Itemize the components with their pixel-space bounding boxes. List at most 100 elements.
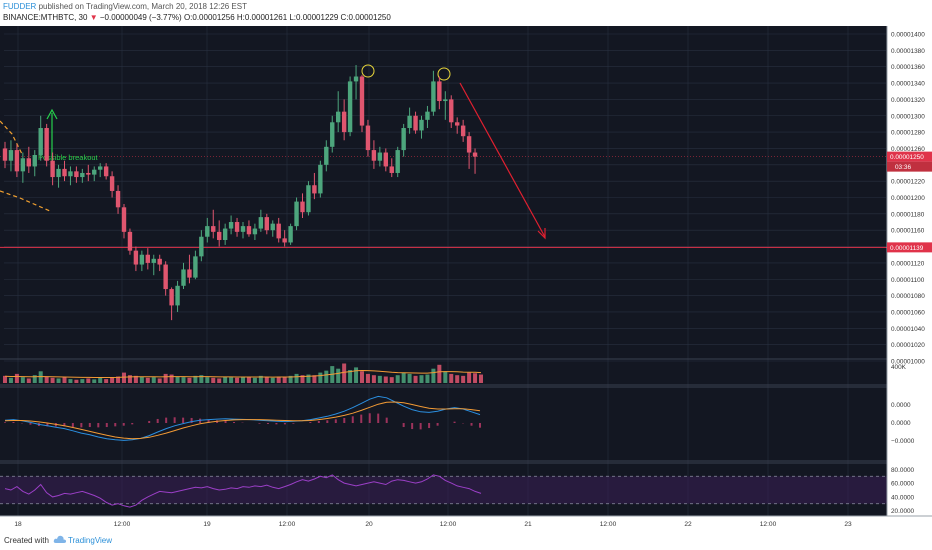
candle	[86, 172, 91, 175]
time-tick: 12:00	[114, 521, 131, 528]
volume-bar	[80, 379, 85, 383]
annotations: Possible breakout	[0, 64, 887, 248]
candle	[211, 226, 216, 232]
volume-bar	[32, 375, 37, 383]
created-with-text: Created with	[4, 536, 49, 545]
candle	[26, 158, 31, 167]
price-tick: 0.00001060	[891, 309, 925, 316]
volume-ma-line	[4, 369, 482, 378]
time-tick: 12:00	[600, 521, 617, 528]
volume-bar	[169, 374, 174, 383]
price-change: −0.00000049 (−3.77%)	[99, 13, 182, 22]
candle	[371, 150, 377, 161]
volume-axis-label: 400K	[891, 364, 907, 371]
volume-bar	[205, 377, 210, 383]
candle	[199, 236, 204, 257]
time-axis[interactable]: 18 12:00 19 12:00 20 12:00 21 12:00 22 12:00 23	[0, 515, 932, 531]
volume-bar	[336, 368, 341, 383]
volume-bar	[193, 375, 198, 383]
candle	[460, 125, 466, 137]
price-tick: 0.00001340	[891, 81, 925, 88]
volume-bar	[116, 376, 121, 383]
price-tick: 0.00001220	[891, 179, 925, 186]
volume-bar	[127, 375, 132, 383]
candle	[347, 81, 353, 133]
rsi-line	[4, 474, 482, 508]
volume-bar	[258, 375, 263, 383]
volume-bar	[383, 376, 388, 383]
candle	[246, 226, 252, 235]
volume-bar	[360, 371, 364, 383]
volume-bar	[187, 377, 192, 383]
volume-bar	[473, 373, 478, 383]
price-tick: 0.00001360	[891, 64, 925, 71]
candle	[425, 111, 430, 120]
volume-bar	[62, 377, 67, 383]
volume-bar	[413, 375, 418, 383]
time-tick: 12:00	[279, 521, 296, 528]
candle	[377, 152, 383, 161]
volume-bar	[425, 374, 430, 383]
axis-background	[887, 26, 932, 531]
volume-bar	[104, 379, 109, 383]
support-price-label: 0.00001139	[890, 245, 924, 252]
macd-tick: −0.0000	[891, 438, 915, 445]
price-tick: 0.00001100	[891, 277, 925, 284]
candle	[437, 81, 442, 102]
candle	[413, 115, 418, 131]
volume-bar	[294, 373, 299, 383]
projection-arrow-head	[537, 228, 546, 240]
countdown-label: 03:36	[895, 164, 911, 171]
rsi-tick: 20.0000	[891, 508, 915, 515]
candle	[353, 76, 359, 82]
volume-bar	[288, 375, 293, 383]
candle	[157, 258, 162, 265]
candle	[383, 152, 388, 167]
candle	[359, 76, 365, 126]
candle	[44, 128, 49, 161]
author-name[interactable]: FUDDER	[3, 2, 37, 11]
volume-bar	[50, 377, 55, 383]
candle	[389, 166, 394, 173]
candle	[264, 217, 269, 231]
price-tick: 0.00001300	[891, 113, 925, 120]
volume-bar	[306, 374, 311, 383]
volume-bar	[235, 377, 240, 383]
trading-chart[interactable]: Possible breakout 0.000014000.000013800.…	[0, 26, 932, 531]
candle	[139, 254, 145, 265]
volume-bar	[14, 373, 19, 383]
time-tick: 21	[524, 521, 532, 528]
candle	[127, 231, 133, 251]
price-axis[interactable]: 0.00001400 0.00001380 0.00001360 0.00001340…	[886, 26, 932, 531]
projection-arrow	[459, 82, 546, 238]
candle	[187, 269, 192, 278]
candle	[133, 250, 139, 265]
chart-header: FUDDER published on TradingView.com, Mar…	[0, 0, 932, 26]
top-marker-1	[361, 64, 375, 78]
volume-bar	[479, 374, 483, 383]
candle	[145, 254, 150, 263]
price-tick: 0.00001160	[891, 228, 925, 235]
candle	[324, 146, 329, 165]
volume-bar	[44, 376, 49, 383]
candle	[50, 160, 55, 178]
candle	[312, 185, 317, 194]
breakout-arrow-head	[46, 108, 58, 120]
volume-bar	[38, 371, 43, 383]
price-tick: 0.00001080	[891, 293, 925, 300]
candle	[92, 169, 97, 175]
candle	[32, 154, 37, 167]
time-tick: 22	[684, 521, 692, 528]
tradingview-brand[interactable]: TradingView	[68, 536, 113, 545]
candle	[419, 119, 424, 131]
publish-text: published on TradingView.com, March 20, …	[36, 2, 247, 11]
candle	[8, 150, 14, 161]
volume-bar	[371, 375, 376, 383]
volume-bar	[407, 373, 412, 383]
volume-bar	[467, 372, 472, 383]
volume-bar	[437, 364, 442, 383]
volume-bar	[449, 373, 454, 383]
time-tick: 19	[203, 521, 211, 528]
candle	[472, 152, 478, 157]
candle	[20, 158, 26, 172]
